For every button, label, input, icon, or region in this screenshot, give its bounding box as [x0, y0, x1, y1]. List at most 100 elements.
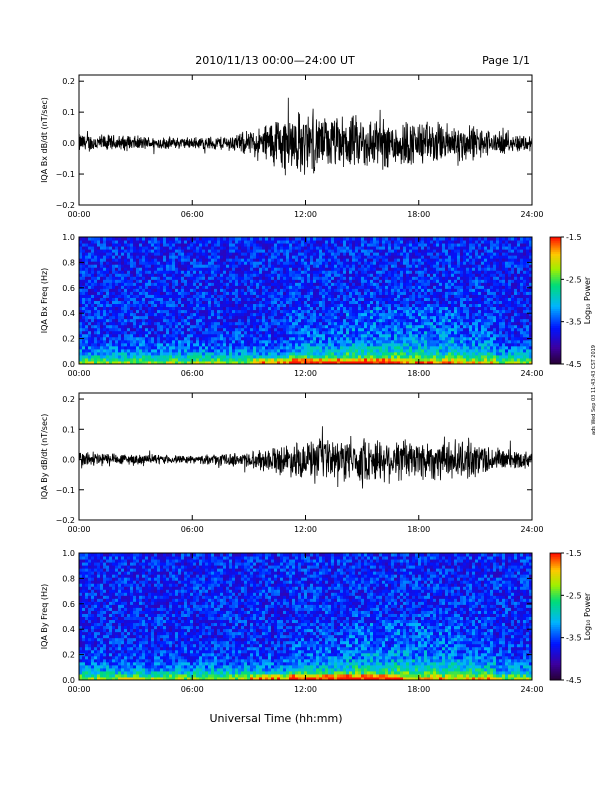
spectrogram-cell	[322, 321, 326, 326]
spectrogram-cell	[142, 285, 146, 289]
spectrogram-cell	[391, 342, 395, 347]
spectrogram-cell	[373, 324, 377, 329]
spectrogram-cell	[217, 306, 221, 311]
spectrogram-cell	[319, 267, 323, 271]
spectrogram-cell	[133, 360, 137, 365]
spectrogram-cell	[259, 318, 263, 323]
spectrogram-cell	[382, 291, 386, 295]
spectrogram-cell	[394, 324, 398, 329]
spectrogram-cell	[340, 285, 344, 289]
spectrogram-cell	[424, 264, 428, 268]
spectrogram-cell	[193, 291, 197, 295]
spectrogram-cell	[235, 285, 239, 289]
spectrogram-cell	[130, 297, 134, 301]
spectrogram-cell	[103, 321, 107, 326]
spectrogram-cell	[283, 318, 287, 323]
x-tick-label: 06:00	[181, 210, 204, 219]
spectrogram-cell	[229, 267, 233, 271]
spectrogram-cell	[430, 312, 434, 317]
spectrogram-cell	[430, 309, 434, 314]
spectrogram-cell	[127, 306, 131, 311]
spectrogram-cell	[415, 330, 419, 335]
spectrogram-cell	[244, 354, 248, 359]
spectrogram-cell	[343, 273, 347, 277]
spectrogram-cell	[430, 324, 434, 329]
spectrogram-cell	[382, 336, 386, 341]
spectrogram-cell	[424, 273, 428, 277]
spectrogram-cell	[229, 255, 233, 259]
spectrogram-cell	[316, 351, 320, 356]
spectrogram-cell	[235, 267, 239, 271]
spectrogram-cell	[136, 318, 140, 323]
spectrogram-cell	[235, 309, 239, 314]
spectrogram-cell	[223, 306, 227, 311]
spectrogram-cell	[388, 276, 392, 280]
spectrogram-cell	[169, 336, 173, 341]
spectrogram-cell	[205, 270, 209, 274]
spectrogram-cell	[160, 291, 164, 295]
spectrogram-cell	[313, 357, 317, 362]
spectrogram-cell	[169, 348, 173, 353]
spectrogram-cell	[316, 318, 320, 323]
spectrogram-cell	[121, 291, 125, 295]
spectrogram-cell	[79, 249, 83, 253]
spectrogram-cell	[271, 345, 275, 350]
spectrogram-cell	[430, 336, 434, 341]
spectrogram-cell	[364, 237, 368, 241]
spectrogram-cell	[220, 273, 224, 277]
spectrogram-cell	[274, 351, 278, 356]
spectrogram-cell	[319, 324, 323, 329]
spectrogram-cell	[94, 357, 98, 362]
spectrogram-cell	[349, 351, 353, 356]
spectrogram-cell	[250, 288, 254, 292]
spectrogram-cell	[172, 312, 176, 317]
spectrogram-cell	[379, 303, 383, 308]
spectrogram-cell	[241, 342, 245, 347]
spectrogram-cell	[322, 300, 326, 305]
spectrogram-cell	[346, 312, 350, 317]
spectrogram-cell	[394, 258, 398, 262]
spectrogram-cell	[271, 327, 275, 332]
spectrogram-cell	[283, 330, 287, 335]
spectrogram-cell	[421, 312, 425, 317]
spectrogram-cell	[361, 288, 365, 292]
spectrogram-cell	[250, 351, 254, 356]
spectrogram-cell	[352, 273, 356, 277]
spectrogram-cell	[373, 345, 377, 350]
spectrogram-cell	[334, 240, 338, 244]
spectrogram-cell	[118, 282, 122, 286]
spectrogram-cell	[265, 264, 269, 268]
spectrogram-cell	[268, 333, 272, 338]
spectrogram-cell	[424, 327, 428, 332]
spectrogram-cell	[91, 312, 95, 317]
spectrogram-cell	[394, 285, 398, 289]
spectrogram-cell	[316, 297, 320, 301]
spectrogram-cell	[352, 264, 356, 268]
spectrogram-cell	[127, 255, 131, 259]
spectrogram-cell	[430, 237, 434, 241]
spectrogram-cell	[169, 282, 173, 286]
spectrogram-cell	[340, 279, 344, 283]
spectrogram-cell	[421, 297, 425, 301]
spectrogram-cell	[367, 243, 371, 247]
spectrogram-cell	[421, 279, 425, 283]
spectrogram-cell	[307, 357, 311, 362]
spectrogram-cell	[346, 360, 350, 365]
spectrogram-cell	[187, 300, 191, 305]
spectrogram-cell	[295, 276, 299, 280]
spectrogram-cell	[154, 300, 158, 305]
spectrogram-cell	[400, 288, 404, 292]
spectrogram-cell	[163, 324, 167, 329]
spectrogram-cell	[247, 240, 251, 244]
spectrogram-cell	[256, 267, 260, 271]
spectrogram-cell	[430, 270, 434, 274]
spectrogram-cell	[250, 354, 254, 359]
spectrogram-cell	[316, 300, 320, 305]
spectrogram-cell	[340, 255, 344, 259]
spectrogram-cell	[274, 285, 278, 289]
spectrogram-cell	[187, 285, 191, 289]
spectrogram-cell	[337, 270, 341, 274]
spectrogram-cell	[160, 330, 164, 335]
spectrogram-cell	[148, 306, 152, 311]
spectrogram-cell	[94, 321, 98, 326]
